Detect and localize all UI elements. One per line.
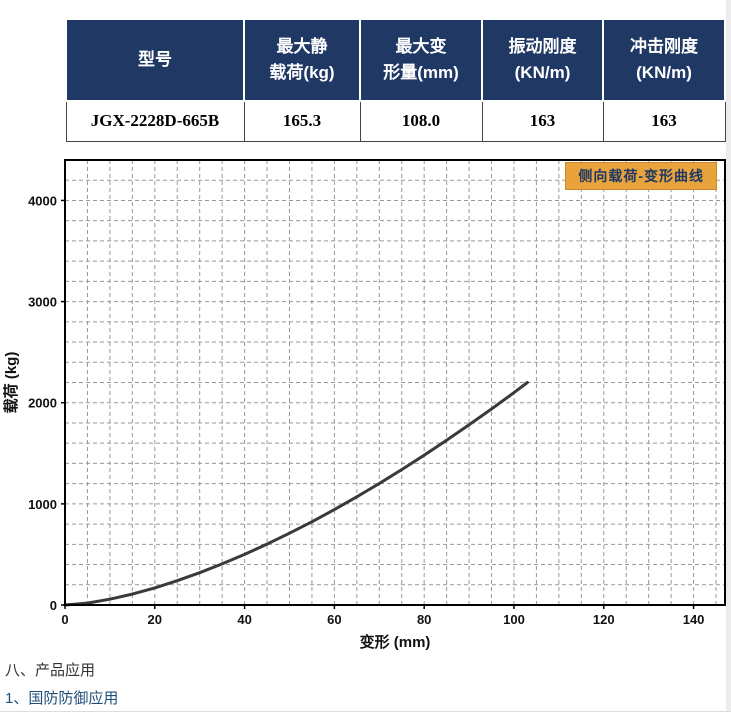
spec-table: 型号 最大静 载荷(kg) 最大变 形量(mm) 振动刚度 (KN/m) 冲击刚… xyxy=(65,18,726,142)
svg-text:0: 0 xyxy=(50,598,57,613)
svg-text:1000: 1000 xyxy=(28,496,57,511)
svg-text:20: 20 xyxy=(148,612,162,627)
subsection-heading: 1、国防防御应用 xyxy=(5,689,119,707)
scrollbar-track[interactable] xyxy=(726,0,731,711)
col-header-max-static-load: 最大静 载荷(kg) xyxy=(243,18,361,102)
col-header-vibration-stiffness: 振动刚度 (KN/m) xyxy=(481,18,604,102)
chart-title-badge: 侧向载荷-变形曲线 xyxy=(565,161,717,190)
cell-max-static-load: 165.3 xyxy=(243,100,361,142)
cell-vibration-stiffness: 163 xyxy=(481,100,604,142)
svg-text:140: 140 xyxy=(683,612,705,627)
header-text-line: (KN/m) xyxy=(636,63,692,82)
cell-model: JGX-2228D-665B xyxy=(65,100,245,142)
header-text-line: 形量(mm) xyxy=(383,63,459,82)
load-deformation-chart: 0 20 40 60 80 100 120 140 0 1000 2000 3000 4000 变形 (m… xyxy=(0,150,731,655)
svg-text:100: 100 xyxy=(503,612,525,627)
col-header-max-deformation: 最大变 形量(mm) xyxy=(359,18,483,102)
svg-text:4000: 4000 xyxy=(28,193,57,208)
header-text-line: 冲击刚度 xyxy=(630,37,698,56)
col-header-impact-stiffness: 冲击刚度 (KN/m) xyxy=(602,18,726,102)
svg-text:载荷 (kg): 载荷 (kg) xyxy=(2,351,20,413)
svg-text:变形 (mm): 变形 (mm) xyxy=(360,633,431,651)
chart-canvas: 0 20 40 60 80 100 120 140 0 1000 2000 3000 4000 变形 (m… xyxy=(2,158,726,651)
cell-max-deformation: 108.0 xyxy=(359,100,483,142)
svg-text:80: 80 xyxy=(417,612,431,627)
header-text-line: 振动刚度 xyxy=(508,37,577,56)
header-text-line: 载荷(kg) xyxy=(269,63,335,82)
section-heading: 八、产品应用 xyxy=(5,661,96,679)
svg-text:3000: 3000 xyxy=(28,294,57,309)
svg-text:2000: 2000 xyxy=(28,395,57,410)
header-text-line: 最大变 xyxy=(395,37,447,56)
header-text-line: 最大静 xyxy=(276,37,328,56)
header-text-line: 型号 xyxy=(138,50,172,69)
footer: 八、产品应用 1、国防防御应用 xyxy=(5,657,731,712)
spec-header-row: 型号 最大静 载荷(kg) 最大变 形量(mm) 振动刚度 (KN/m) 冲击刚… xyxy=(65,18,726,102)
svg-text:60: 60 xyxy=(327,612,341,627)
cell-impact-stiffness: 163 xyxy=(602,100,726,142)
svg-text:40: 40 xyxy=(237,612,251,627)
svg-text:120: 120 xyxy=(593,612,615,627)
svg-text:0: 0 xyxy=(61,612,68,627)
spec-data-row: JGX-2228D-665B 165.3 108.0 163 163 xyxy=(65,100,726,142)
col-header-model: 型号 xyxy=(65,18,245,102)
header-text-line: (KN/m) xyxy=(514,63,571,82)
